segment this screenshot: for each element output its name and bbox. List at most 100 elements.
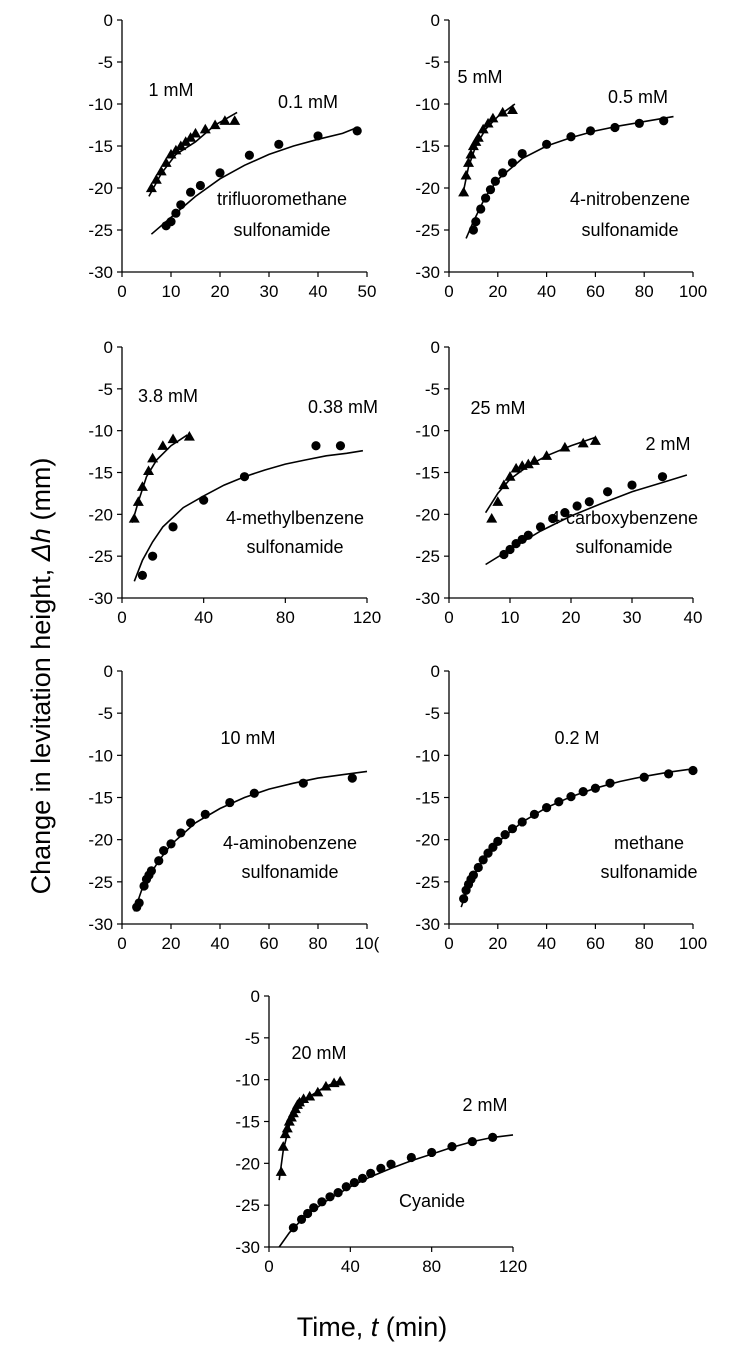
y-tick-label: 0 xyxy=(104,11,113,30)
y-tick-label: -5 xyxy=(98,704,113,723)
circle-point xyxy=(627,480,637,490)
circle-point xyxy=(566,792,576,802)
circle-point xyxy=(584,497,594,507)
triangle-point xyxy=(304,1090,316,1101)
circle-point xyxy=(137,570,148,581)
triangle-point xyxy=(498,479,510,490)
circle-point xyxy=(166,217,176,227)
series-label: 5 mM xyxy=(458,67,503,87)
triangle-point xyxy=(298,1093,310,1104)
circle-point xyxy=(554,797,564,807)
circle-point xyxy=(639,772,649,782)
y-tick-label: -15 xyxy=(415,464,440,483)
x-tick-label: 80 xyxy=(635,282,654,301)
circle-point xyxy=(542,139,552,149)
circle-point xyxy=(200,809,210,819)
x-tick-label: 10 xyxy=(162,282,181,301)
triangle-point xyxy=(492,496,504,506)
triangle-point xyxy=(320,1080,332,1091)
x-tick-label: 0 xyxy=(264,1257,273,1276)
compound-label: sulfonamide xyxy=(581,220,678,240)
x-tick-label: 30 xyxy=(623,608,642,627)
x-tick-label: 40 xyxy=(537,282,556,301)
x-tick-label: 0 xyxy=(444,608,453,627)
y-tick-label: -5 xyxy=(245,1029,260,1048)
y-tick-label: -15 xyxy=(235,1113,260,1132)
y-tick-label: -15 xyxy=(88,789,113,808)
triangle-point xyxy=(589,435,601,445)
y-tick-label: -20 xyxy=(415,179,440,198)
x-tick-label: 40 xyxy=(341,1257,360,1276)
x-axis-title-unit: (min) xyxy=(378,1312,447,1342)
x-tick-label: 40 xyxy=(211,934,230,953)
x-tick-label: 20 xyxy=(562,608,581,627)
series-label: 0.38 mM xyxy=(308,397,378,417)
circle-point xyxy=(333,1188,343,1198)
circle-point xyxy=(500,830,510,840)
triangle-point xyxy=(522,458,534,469)
compound-label: 4-nitrobenzene xyxy=(570,189,690,209)
circle-point xyxy=(249,788,259,798)
circle-point xyxy=(148,551,158,561)
fit-curve xyxy=(278,1134,514,1248)
triangle-point xyxy=(183,431,195,441)
y-axis-title-symbol: Δh xyxy=(26,528,56,562)
circle-point xyxy=(313,131,323,141)
triangle-point xyxy=(209,119,221,130)
y-tick-label: -10 xyxy=(415,95,440,114)
circle-point xyxy=(468,870,478,880)
circle-point xyxy=(603,487,613,497)
circle-point xyxy=(215,168,225,178)
circle-point xyxy=(406,1152,416,1163)
x-tick-label: 10( xyxy=(355,934,380,953)
compound-label: 4-methylbenzene xyxy=(226,508,364,528)
triangle-point xyxy=(155,165,167,176)
y-tick-label: -10 xyxy=(415,422,440,441)
circle-point xyxy=(154,856,164,866)
y-tick-label: -10 xyxy=(88,422,113,441)
series-label: 2 mM xyxy=(463,1095,508,1115)
triangle-point xyxy=(510,462,522,473)
circle-point xyxy=(225,797,235,808)
triangle-point xyxy=(504,471,516,481)
circle-point xyxy=(186,818,196,828)
circle-point xyxy=(507,158,518,168)
x-tick-label: 0 xyxy=(117,934,126,953)
y-tick-label: -30 xyxy=(88,915,113,934)
x-tick-label: 60 xyxy=(586,934,605,953)
compound-label: trifluoromethane xyxy=(217,189,347,209)
y-tick-label: 0 xyxy=(104,662,113,681)
y-tick-label: -25 xyxy=(88,547,113,566)
y-tick-label: -25 xyxy=(88,873,113,892)
x-tick-label: 0 xyxy=(117,608,126,627)
y-tick-label: -5 xyxy=(425,53,440,72)
x-tick-label: 100 xyxy=(679,282,707,301)
series-label: 3.8 mM xyxy=(138,386,198,406)
y-tick-label: -30 xyxy=(415,915,440,934)
circle-point xyxy=(585,126,596,136)
x-tick-label: 40 xyxy=(309,282,328,301)
y-tick-label: -30 xyxy=(415,589,440,608)
y-tick-label: 0 xyxy=(251,987,260,1006)
compound-label: 4-carboxybenzene xyxy=(550,508,698,528)
triangle-point xyxy=(487,112,499,123)
circle-point xyxy=(386,1159,396,1169)
circle-point xyxy=(325,1192,335,1202)
y-tick-label: -30 xyxy=(88,263,113,282)
circle-point xyxy=(473,862,483,873)
circle-point xyxy=(548,513,558,524)
y-tick-label: 0 xyxy=(431,11,440,30)
triangle-point xyxy=(458,186,470,197)
compound-label: methane xyxy=(614,833,684,853)
circle-point xyxy=(274,139,284,149)
circle-point xyxy=(311,441,321,451)
circle-point xyxy=(159,846,169,856)
triangle-point xyxy=(160,157,172,167)
y-tick-label: -10 xyxy=(88,746,113,765)
x-tick-label: 80 xyxy=(309,934,328,953)
triangle-point xyxy=(147,452,159,463)
circle-point xyxy=(459,894,469,904)
compound-label: sulfonamide xyxy=(246,537,343,557)
